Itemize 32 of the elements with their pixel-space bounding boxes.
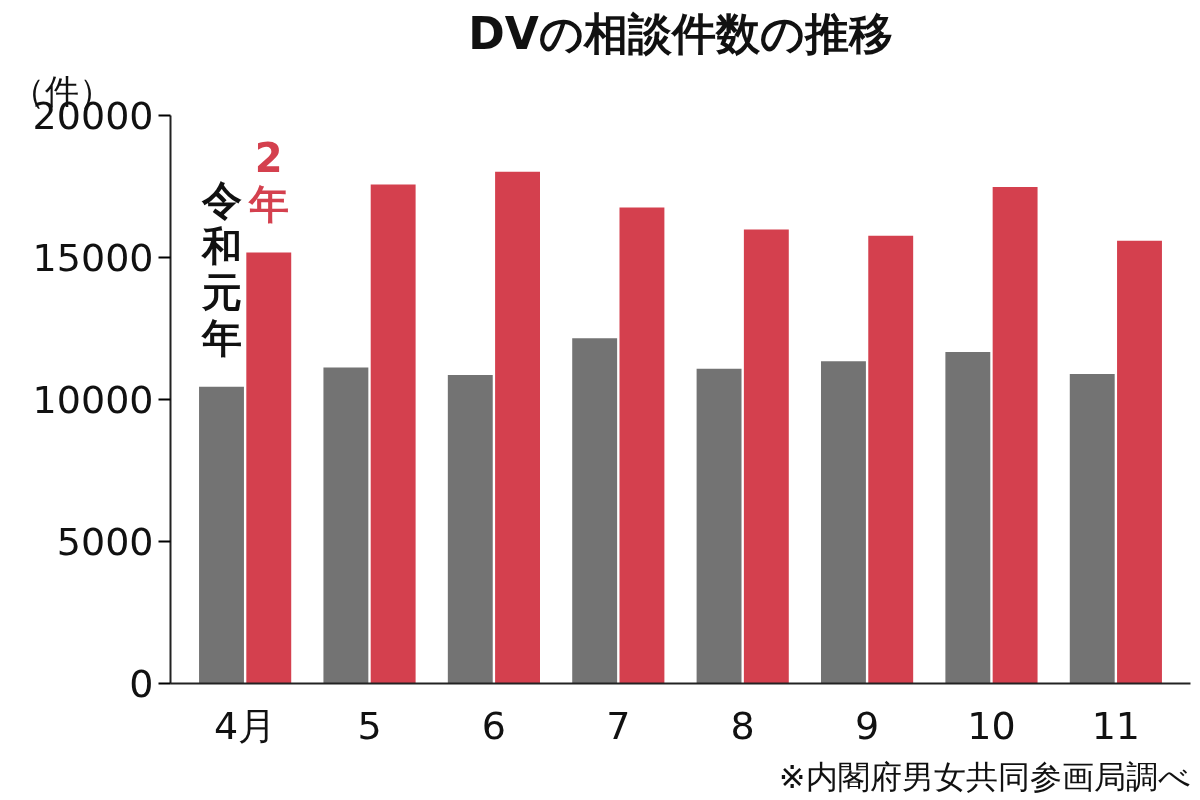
x-tick-label: 4月 [214,703,277,748]
x-tick-label: 6 [481,703,507,748]
y-tick-label: 5000 [56,520,154,564]
bar [199,386,244,684]
x-tick-label: 5 [357,703,382,748]
bar [945,352,991,684]
x-tick-label: 8 [730,703,755,748]
series-label: 2年 [247,134,289,227]
bar [447,375,493,684]
x-tick-label: 10 [967,703,1016,748]
bar [495,171,540,684]
y-tick-label: 0 [129,662,154,706]
bar [572,338,618,684]
chart-title: DVの相談件数の推移 [468,7,893,59]
bar [246,252,292,684]
bar [821,361,866,684]
x-tick-label: 7 [606,703,631,748]
bar [1069,373,1115,684]
bar [743,229,789,684]
x-tick-label: 9 [855,703,880,748]
bar [619,207,665,684]
bar [370,184,416,684]
bar [696,368,742,684]
bar [992,187,1038,684]
bar [868,235,914,684]
bar [323,367,369,684]
series-label: 令和元年 [200,177,242,362]
y-tick-label: 10000 [32,378,154,422]
x-tick-label: 11 [1091,703,1141,748]
text: ※内閣府男女共同参画局調べ [778,757,1191,796]
y-tick-label: 15000 [32,236,154,280]
bar [1117,240,1162,684]
